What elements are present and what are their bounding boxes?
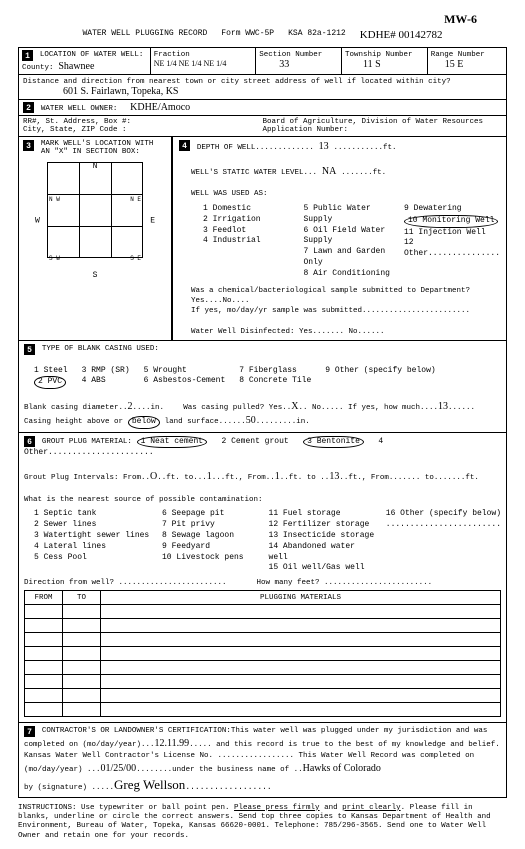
section5: 5 TYPE OF BLANK CASING USED: 1 Steel2 PV… [18,341,507,433]
swl-val: NA [322,165,336,179]
used-lbl: WELL WAS USED AS: [191,190,268,198]
ksa: KSA 82a-1212 [288,29,346,41]
src-q: What is the nearest source of possible c… [24,496,263,504]
fraction-lbl: Fraction [154,51,190,59]
sec5-num: 5 [24,344,35,355]
signature: Greg Wellson [114,776,185,794]
g3-circ: 3 Bentonite [303,436,364,449]
g1-circ: 1 Neat cement [137,436,207,449]
depth-val: 13 [319,140,329,154]
sec2-num: 2 [23,102,34,113]
plugging-table: FROMTOPLUGGING MATERIALS [24,590,501,717]
instructions: INSTRUCTIONS: Use typewriter or ball poi… [18,804,507,842]
disinf: Water Well Disinfected: Yes....... No...… [191,327,500,337]
mw-annotation: MW-6 [444,12,477,26]
section2-row: 2 WATER WELL OWNER: KDHE/Amoco [18,100,507,116]
sec34-row: 3 MARK WELL'S LOCATION WITH AN "X" IN SE… [18,137,507,341]
section-val: 33 [279,59,289,70]
sec6-num: 6 [24,436,35,447]
kdhe-num: KDHE# 00142782 [360,29,443,41]
sec6-title: GROUT PLUG MATERIAL: [42,438,132,446]
compass: N S W E N WN E S WS E [35,162,155,280]
title: WATER WELL PLUGGING RECORD [82,29,207,41]
handwritten-top: MW-6 [18,12,507,27]
owner-val: KDHE/Amoco [130,102,190,113]
sec3-title: MARK WELL'S LOCATION WITH AN "X" IN SECT… [41,140,154,156]
section-lbl: Section Number [259,51,322,59]
section-grid [47,162,143,258]
section2b-row: RR#, St. Address, Box #: City, State, ZI… [18,116,507,137]
county-lbl: County: [22,64,54,72]
sec5-title: TYPE OF BLANK CASING USED: [42,345,159,353]
sec7-num: 7 [24,726,35,737]
uses-col-a: 1 Domestic 2 Irrigation 3 Feedlot 4 Indu… [203,204,296,280]
rr-lbl: RR#, St. Address, Box #: City, State, ZI… [23,118,263,134]
sec4-num: 4 [179,140,190,151]
uses-col-b: 5 Public Water Supply 6 Oil Field Water … [304,204,397,280]
section7: 7 CONTRACTOR'S OR LANDOWNER'S CERTIFICAT… [18,723,507,797]
dist-q: Distance and direction from nearest town… [23,78,451,86]
township-lbl: Township Number [345,51,413,59]
distance-row: Distance and direction from nearest town… [18,75,507,100]
form-no: Form WWC-5P [221,29,274,41]
casing-pvc-circ: 2 PVC [34,376,66,389]
fraction-val: NE 1/4 NE 1/4 NE 1/4 [154,59,227,68]
swl-lbl: WELL'S STATIC WATER LEVEL... [191,169,317,177]
form-header: WATER WELL PLUGGING RECORD Form WWC-5P K… [18,29,507,41]
township-val: 11 S [363,59,381,70]
range-val: 15 E [445,59,464,70]
uses-col-c: 9 Dewatering 10 Monitoring Well 11 Injec… [404,204,500,280]
chem-q: Was a chemical/bacteriological sample su… [191,286,500,316]
address-val: 601 S. Fairlawn, Topeka, KS [63,86,179,97]
section1-row: 1 LOCATION OF WATER WELL: County: Shawne… [18,47,507,75]
sec3-num: 3 [23,140,34,151]
use-monitoring-circled: 10 Monitoring Well [404,215,498,228]
sec2-title: WATER WELL OWNER: [41,105,118,113]
sec1-num: 1 [22,50,33,61]
uses-list: 1 Domestic 2 Irrigation 3 Feedlot 4 Indu… [203,204,500,280]
county-val: Shawnee [58,61,94,72]
section6: 6 GROUT PLUG MATERIAL: 1 Neat cement 2 C… [18,433,507,724]
page: MW-6 WATER WELL PLUGGING RECORD Form WWC… [0,0,525,849]
sec1-title: LOCATION OF WATER WELL: [40,51,144,59]
depth-lbl: DEPTH OF WELL............. [197,144,314,152]
range-lbl: Range Number [431,51,485,59]
board-lbl: Board of Agriculture, Division of Water … [263,118,503,134]
